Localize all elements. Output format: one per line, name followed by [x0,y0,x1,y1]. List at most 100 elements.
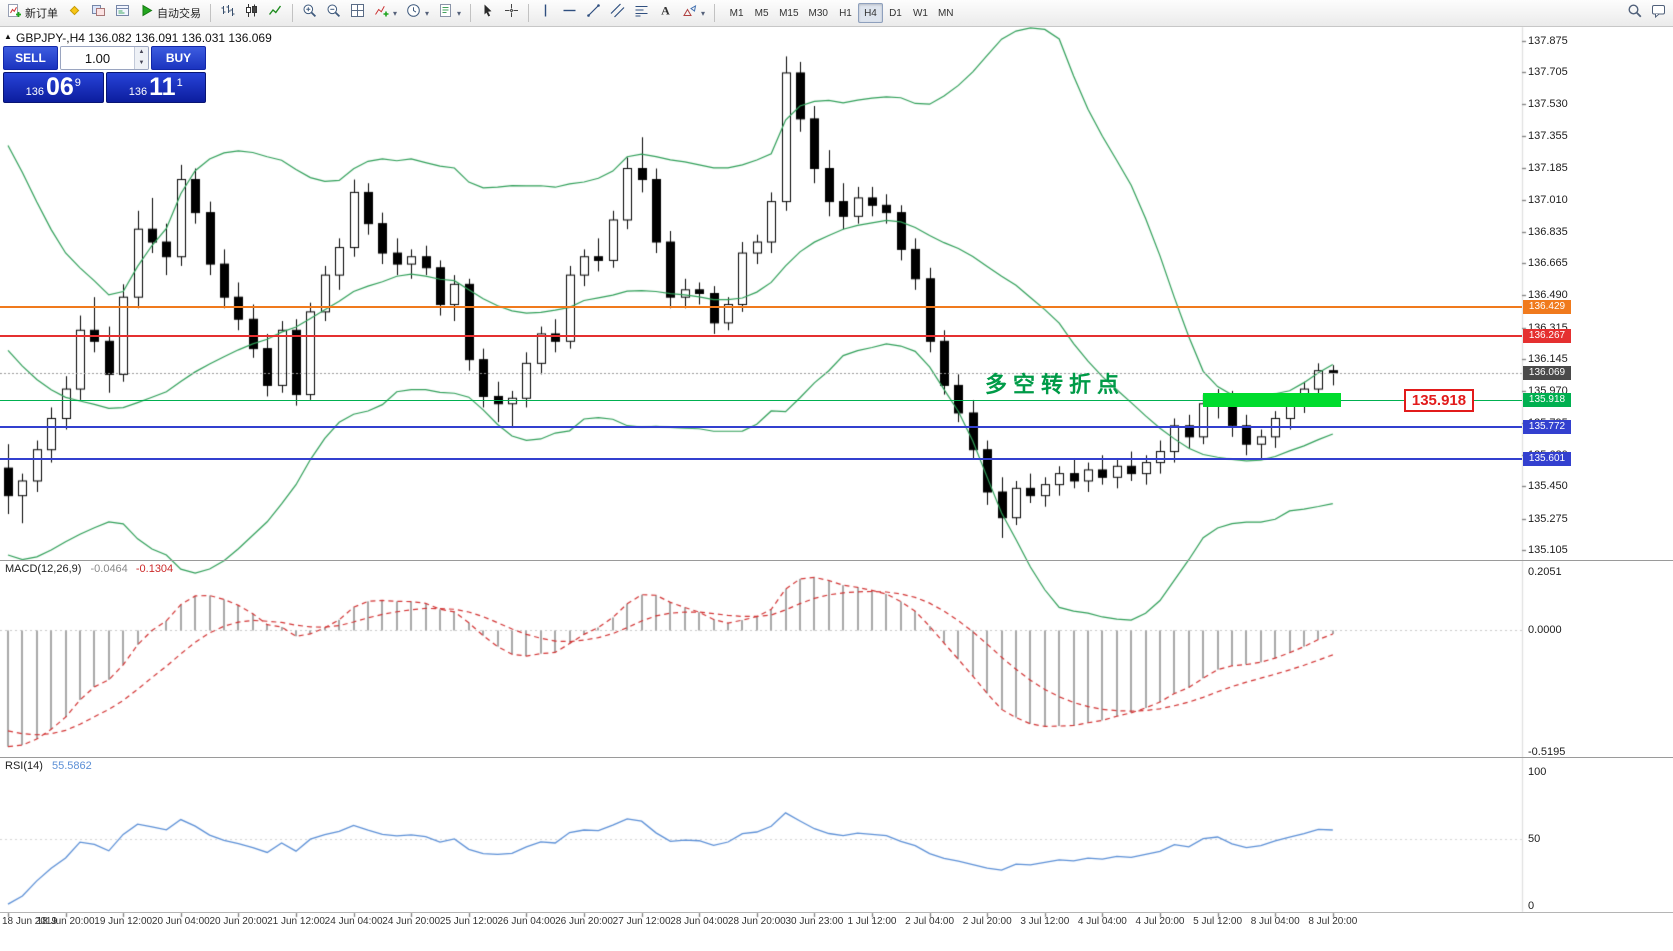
toolbar-separator [210,4,211,22]
timeframe-button-m1[interactable]: M1 [729,7,744,19]
one-click-collapse-button[interactable]: ▲ [4,32,12,41]
fibo-icon [634,3,649,23]
auto-play-icon [139,3,154,23]
arrows-shapes-button[interactable]: ▾ [678,2,709,24]
time-axis-label: 26 Jun 20:00 [555,916,613,927]
price-callout-label[interactable]: 135.918 [1404,389,1474,412]
time-axis-label: 19 Jun 12:00 [94,916,153,927]
time-axis-label: 18 Jun 2019 [2,916,58,927]
crosshair-icon [504,3,519,23]
timeframe-button-w1[interactable]: W1 [912,7,928,19]
svg-text:A: A [661,4,670,18]
zoom-out-button[interactable] [322,2,345,24]
horizontal-line-136.429[interactable] [0,305,1522,308]
sell-button[interactable]: SELL [3,46,58,70]
timeframe-button-m5[interactable]: M5 [754,7,769,19]
volume-spinner[interactable]: ▲ ▼ [60,46,149,70]
chart-profiles-button[interactable] [87,2,110,24]
market-watch-button[interactable] [63,2,86,24]
new-order-button[interactable]: 新订单 [3,2,62,24]
one-click-top-row: SELL ▲ ▼ BUY [3,46,206,70]
horizontal-line-135.918[interactable] [0,399,1522,401]
candlestick-chart-button[interactable] [240,2,263,24]
crosshair-button[interactable] [500,2,523,24]
timeframe-toolbar: M1 M5 M15 M30 H1 H4 D1 W1 MN [724,3,958,23]
time-axis-label: 8 Jul 20:00 [1308,916,1358,927]
macd-axis-label: -0.5195 [1528,746,1566,758]
timeframe-button-h4[interactable]: H4 [857,3,883,23]
time-axis-label: 27 Jun 12:00 [612,916,671,927]
horizontal-line-135.772[interactable] [0,426,1522,429]
support-zone-rectangle[interactable] [1203,393,1342,407]
vertical-line-button[interactable] [534,2,557,24]
cursor-button[interactable] [476,2,499,24]
dropdown-arrow-icon: ▾ [701,8,706,18]
one-click-trading-panel: SELL ▲ ▼ BUY 136 06 9 136 11 1 [3,46,206,103]
terminal-icon [115,3,130,23]
price-axis-label: 136.835 [1528,225,1568,238]
pane-splitter-rsi[interactable] [0,757,1673,758]
timeframe-button-mn[interactable]: MN [937,7,954,19]
price-tag-135.772: 135.772 [1523,420,1571,435]
buy-price-prefix: 136 [128,85,148,98]
time-axis-label: 28 Jun 20:00 [727,916,786,927]
time-axis-label: 4 Jul 04:00 [1077,916,1127,927]
time-axis-label: 8 Jul 04:00 [1250,916,1300,927]
price-axis-label: 135.105 [1528,543,1568,556]
volume-steppers: ▲ ▼ [134,47,148,69]
chat-icon [1651,3,1666,23]
time-axis-label: 26 Jun 04:00 [497,916,556,927]
timeframe-button-m15[interactable]: M15 [779,7,799,19]
time-axis-label: 5 Jul 12:00 [1193,916,1243,927]
chat-button[interactable] [1647,2,1670,24]
trendline-button[interactable] [582,2,605,24]
time-axis-label: 4 Jul 20:00 [1135,916,1185,927]
volume-input[interactable] [61,47,134,69]
timeframe-button-d1[interactable]: D1 [889,7,902,19]
clock-icon [406,3,421,23]
fibonacci-button[interactable] [630,2,653,24]
sell-price-pip: 9 [74,76,81,89]
templates-button[interactable]: ▾ [434,2,465,24]
horizontal-line-button[interactable] [558,2,581,24]
new-order-button-label: 新订单 [25,8,58,20]
time-axis-label: 24 Jun 04:00 [324,916,383,927]
horizontal-line-135.601[interactable] [0,457,1522,460]
periods-button[interactable]: ▾ [402,2,433,24]
zoom-in-button[interactable] [298,2,321,24]
tile-windows-button[interactable] [346,2,369,24]
sell-price-prefix: 136 [25,85,44,98]
shapes-icon [682,3,697,23]
zoom-in-icon [302,3,317,23]
time-axis-label: 20 Jun 20:00 [209,916,268,927]
auto-trading-button[interactable]: 自动交易 [135,2,205,24]
tile-icon [350,3,365,23]
timeframe-button-h1[interactable]: H1 [839,7,852,19]
toolbar-separator [714,4,716,22]
indicators-button[interactable]: ▾ [370,2,401,24]
terminal-button[interactable] [111,2,134,24]
volume-up-button[interactable]: ▲ [135,47,148,58]
line-chart-button[interactable] [264,2,287,24]
price-tag-135.918: 135.918 [1523,393,1571,408]
volume-down-button[interactable]: ▼ [135,58,148,69]
bar-chart-button[interactable] [216,2,239,24]
search-button[interactable] [1623,2,1646,24]
buy-price-box[interactable]: 136 11 1 [105,72,206,103]
price-axis-label: 137.185 [1528,161,1568,174]
timeframe-button-m30[interactable]: M30 [808,7,828,19]
buy-button[interactable]: BUY [151,46,206,70]
price-tag-135.601: 135.601 [1523,451,1571,466]
text-label-button[interactable]: A [654,2,677,24]
price-axis-label: 137.705 [1528,66,1568,79]
horizontal-line-136.267[interactable] [0,335,1522,338]
equidistant-channel-button[interactable] [606,2,629,24]
toolbar: 新订单 自动交易 ▾ ▾ ▾ A ▾ M1 M5 M15 M30 H1 H4 D1 W1 MN [0,0,1673,27]
pane-splitter-macd[interactable] [0,560,1673,561]
diamond-icon [67,3,82,23]
chart-annotation-text[interactable]: 多空转折点 [985,372,1126,397]
price-axis-label: 135.275 [1528,512,1568,525]
sell-price-box[interactable]: 136 06 9 [3,72,104,103]
